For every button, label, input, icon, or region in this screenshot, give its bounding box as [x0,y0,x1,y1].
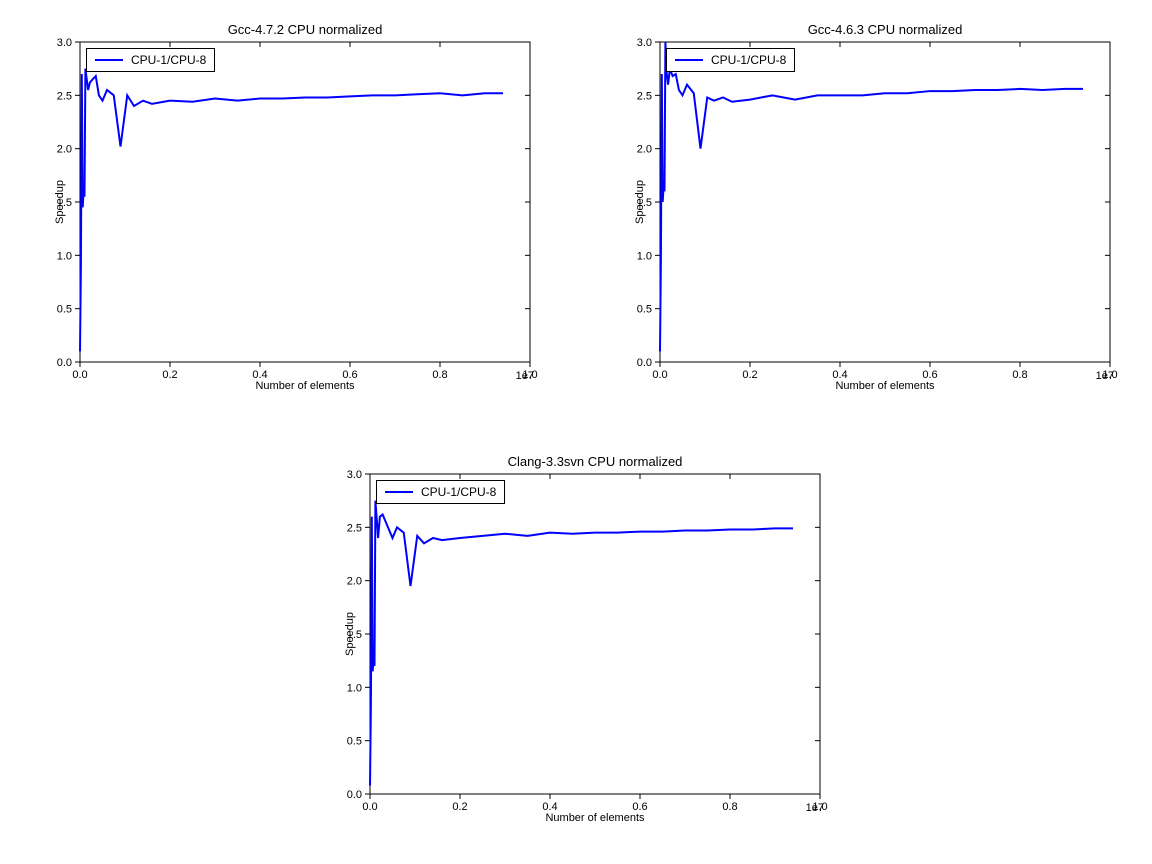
y-axis-label: Speedup [54,180,66,224]
x-axis-label: Number of elements [660,380,1110,392]
legend: CPU-1/CPU-8 [666,48,795,72]
svg-text:2.5: 2.5 [637,90,652,102]
chart-title: Gcc-4.6.3 CPU normalized [660,22,1110,37]
x-axis-label: Number of elements [370,812,820,824]
svg-text:0.5: 0.5 [347,736,362,748]
svg-text:1.0: 1.0 [637,250,652,262]
chart-clang33: Clang-3.3svn CPU normalizedSpeedupNumber… [370,474,820,794]
svg-text:0.0: 0.0 [347,789,362,801]
svg-text:0.5: 0.5 [57,304,72,316]
legend: CPU-1/CPU-8 [86,48,215,72]
chart-gcc463: Gcc-4.6.3 CPU normalizedSpeedupNumber of… [660,42,1110,362]
x-axis-exponent: 1e7 [806,802,824,814]
chart-gcc472: Gcc-4.7.2 CPU normalizedSpeedupNumber of… [80,42,530,362]
svg-text:2.0: 2.0 [347,576,362,588]
svg-text:0.0: 0.0 [57,357,72,369]
svg-text:3.0: 3.0 [57,37,72,49]
y-axis-label: Speedup [344,612,356,656]
legend-swatch [95,59,123,61]
legend-swatch [385,491,413,493]
x-axis-exponent: 1e7 [1096,370,1114,382]
svg-text:1.0: 1.0 [57,250,72,262]
x-axis-exponent: 1e7 [516,370,534,382]
svg-text:3.0: 3.0 [637,37,652,49]
legend-label: CPU-1/CPU-8 [131,53,206,67]
y-axis-label: Speedup [634,180,646,224]
data-line [80,69,503,352]
svg-text:2.5: 2.5 [57,90,72,102]
svg-text:0.0: 0.0 [637,357,652,369]
legend-label: CPU-1/CPU-8 [711,53,786,67]
svg-text:2.5: 2.5 [347,522,362,534]
legend-swatch [675,59,703,61]
legend-label: CPU-1/CPU-8 [421,485,496,499]
svg-text:3.0: 3.0 [347,469,362,481]
chart-title: Gcc-4.7.2 CPU normalized [80,22,530,37]
plot-area: 0.00.20.40.60.81.00.00.51.01.52.02.53.0 [370,474,820,794]
data-line [370,501,793,786]
svg-text:0.5: 0.5 [637,304,652,316]
plot-area: 0.00.20.40.60.81.00.00.51.01.52.02.53.0 [80,42,530,362]
svg-text:2.0: 2.0 [57,144,72,156]
data-line [660,42,1083,351]
svg-text:1.0: 1.0 [347,682,362,694]
plot-area: 0.00.20.40.60.81.00.00.51.01.52.02.53.0 [660,42,1110,362]
svg-text:2.0: 2.0 [637,144,652,156]
legend: CPU-1/CPU-8 [376,480,505,504]
x-axis-label: Number of elements [80,380,530,392]
chart-title: Clang-3.3svn CPU normalized [370,454,820,469]
